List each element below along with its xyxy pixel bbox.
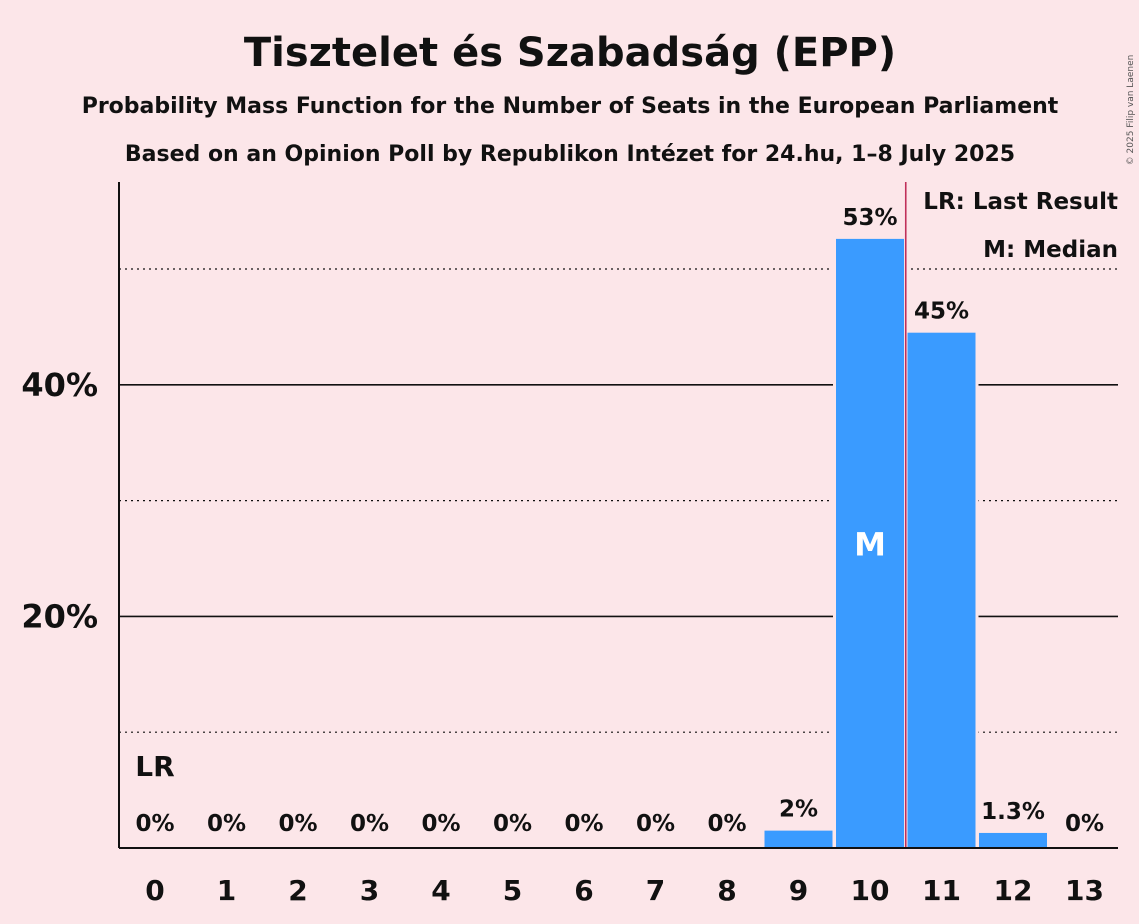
bar [764,830,833,848]
x-tick-label: 0 [145,874,164,907]
data-label: 53% [842,205,897,231]
y-tick-label: 40% [21,366,98,404]
chart-subtitle: Probability Mass Function for the Number… [82,94,1059,119]
data-label: 0% [493,811,532,837]
axes [118,182,1118,849]
data-label: 1.3% [981,799,1045,825]
data-label: 0% [564,811,603,837]
legend-last-result: LR: Last Result [923,189,1118,215]
data-label: 0% [421,811,460,837]
x-tick-label: 7 [646,874,665,907]
x-tick-label: 1 [217,874,236,907]
x-axis-ticks: 0 1 2 3 4 5 6 7 8 9 10 11 12 13 [145,874,1104,907]
data-label: 45% [914,299,969,325]
x-tick-label: 9 [789,874,808,907]
chart-subtitle-poll: Based on an Opinion Poll by Republikon I… [125,142,1015,167]
copyright-note: © 2025 Filip van Laenen [1126,55,1136,166]
x-tick-label: 3 [360,874,379,907]
median-marker: M [854,525,886,563]
data-label: 0% [278,811,317,837]
bar [907,332,976,848]
last-result-marker: LR [135,750,174,783]
x-tick-label: 13 [1065,874,1104,907]
x-tick-label: 4 [431,874,450,907]
x-tick-label: 12 [994,874,1033,907]
x-tick-label: 5 [503,874,522,907]
data-labels: 0% 0% 0% 0% 0% 0% 0% 0% 0% 2% 53% 45% 1.3% 0% M LR [135,205,1104,837]
x-tick-label: 11 [922,874,961,907]
y-axis-ticks: 20% 40% [21,366,98,636]
chart-title: Tisztelet és Szabadság (EPP) [244,30,896,76]
data-label: 0% [350,811,389,837]
bar [836,238,904,849]
bars [764,236,1047,849]
bar [979,832,1047,848]
data-label: 0% [707,811,746,837]
x-tick-label: 8 [717,874,736,907]
x-tick-label: 6 [574,874,593,907]
legend-median: M: Median [983,237,1118,263]
x-tick-label: 2 [288,874,307,907]
data-label: 0% [636,811,675,837]
data-label: 0% [207,811,246,837]
x-tick-label: 10 [851,874,890,907]
data-label: 0% [1065,811,1104,837]
y-tick-label: 20% [21,597,98,635]
data-label: 0% [135,811,174,837]
data-label: 2% [779,797,818,823]
